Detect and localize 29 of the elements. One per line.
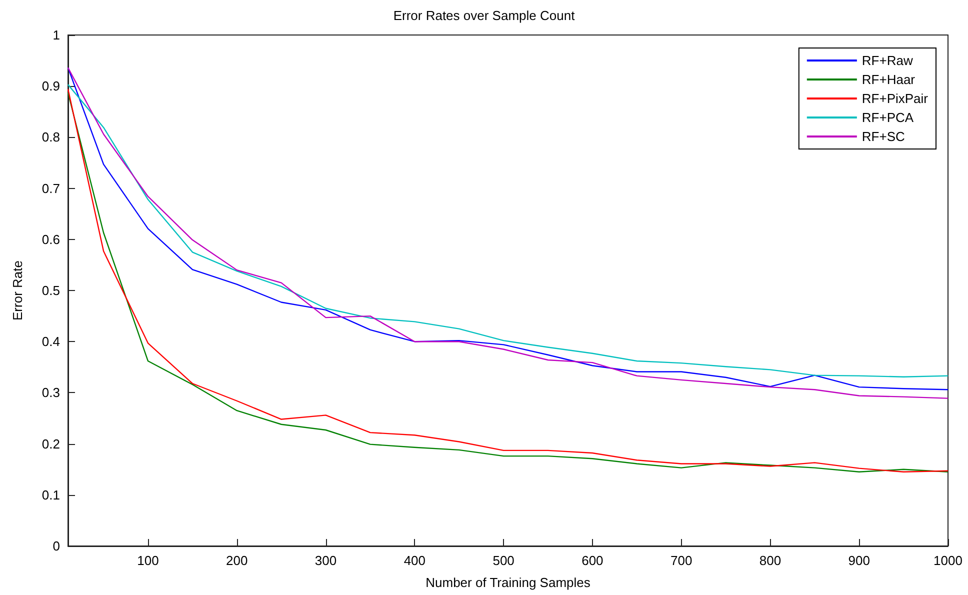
y-tick-label: 0.8 [42, 130, 60, 145]
y-tick-label: 0.3 [42, 385, 60, 400]
y-tick-label: 0.1 [42, 487, 60, 502]
legend-label: RF+Raw [862, 53, 914, 68]
y-tick-label: 0 [52, 538, 60, 554]
y-tick-label: 0.7 [42, 180, 60, 196]
legend-label: RF+PCA [862, 110, 914, 125]
x-tick-label: 100 [137, 553, 159, 568]
x-tick-label: 400 [404, 553, 426, 568]
y-tick-label: 1 [52, 28, 60, 42]
chart-title: Error Rates over Sample Count [393, 8, 576, 23]
y-axis-title: Error Rate [10, 260, 25, 320]
x-tick-label: 1000 [934, 553, 962, 568]
y-tick-label: 0.2 [42, 436, 60, 452]
x-tick-label: 200 [226, 553, 248, 568]
x-tick-label: 800 [759, 553, 782, 568]
x-tick-label: 300 [314, 553, 337, 568]
x-tick-label: 900 [848, 553, 870, 568]
y-tick-label: 0.4 [42, 334, 60, 350]
x-tick-label: 600 [582, 553, 604, 568]
legend-label: RF+SC [862, 129, 905, 144]
y-tick-label: 0.6 [42, 232, 60, 247]
legend-label: RF+Haar [862, 72, 916, 87]
x-axis-title: Number of Training Samples [426, 575, 591, 590]
x-tick-label: 500 [492, 553, 514, 568]
x-tick-label: 700 [670, 553, 692, 568]
y-tick-label: 0.5 [42, 283, 60, 298]
y-tick-label: 0.9 [42, 78, 60, 94]
legend-label: RF+PixPair [862, 91, 929, 106]
